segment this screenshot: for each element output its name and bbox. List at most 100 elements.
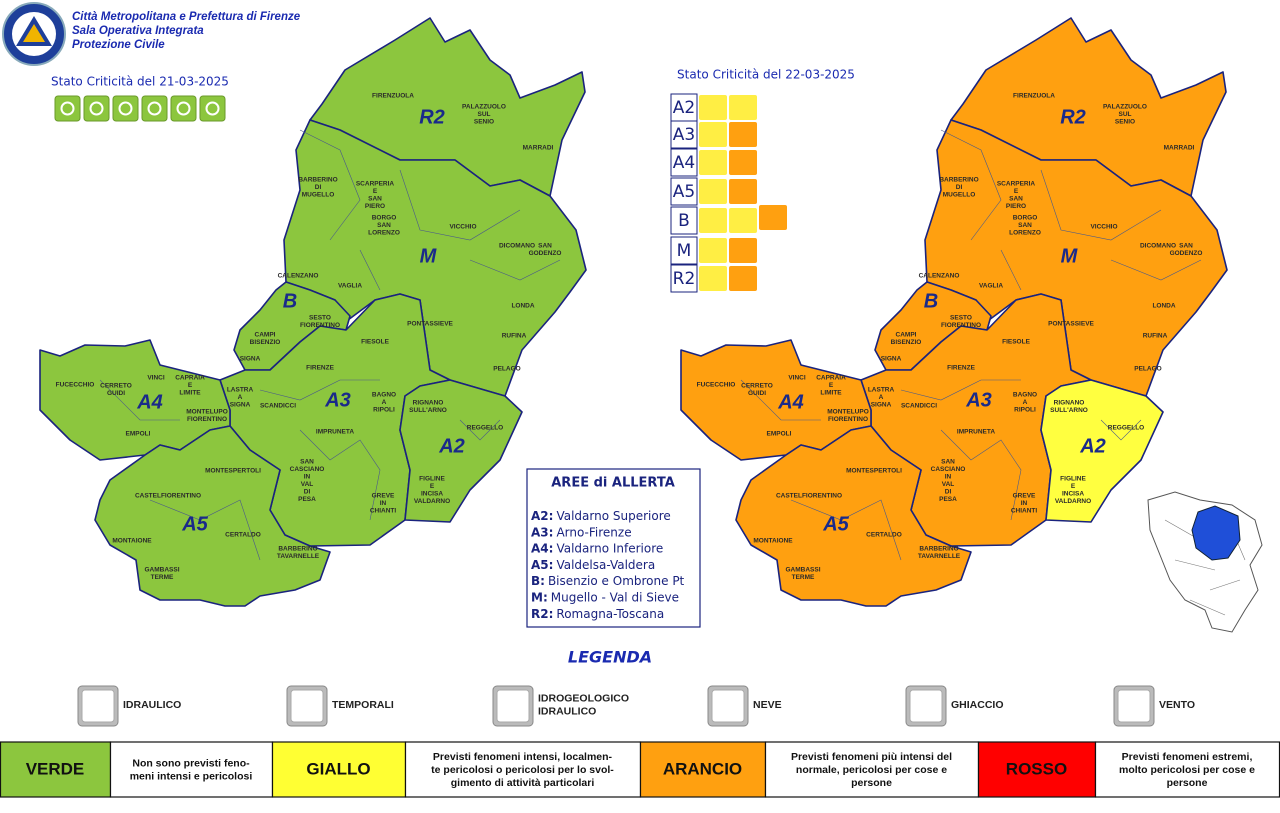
- legend-label: TEMPORALI: [332, 699, 394, 711]
- municipal-border: [1000, 249, 1022, 291]
- hazard-icon: [729, 95, 757, 120]
- municipality-label: VAGLIA: [338, 283, 362, 290]
- municipality-label: DI: [945, 489, 952, 496]
- municipality-label: FIORENTINO: [187, 416, 227, 423]
- legend-icon-inner: [81, 689, 115, 723]
- municipality-label: REGGELLO: [467, 425, 503, 432]
- logo: [2, 2, 66, 66]
- municipality-label: MONTESPERTOLI: [205, 468, 261, 475]
- municipal-border: [259, 379, 380, 401]
- municipality-label: PALAZZUOLO: [1103, 104, 1147, 111]
- municipality-label: PALAZZUOLO: [462, 104, 506, 111]
- municipality-label: GAMBASSI: [144, 567, 179, 574]
- municipality-label: CERRETO: [741, 383, 773, 390]
- municipality-label: RUFINA: [1143, 333, 1168, 340]
- municipality-label: MONTELUPO: [827, 409, 869, 416]
- zone-label: A4: [777, 391, 804, 413]
- municipality-label: PESA: [298, 496, 316, 503]
- area-name: Valdarno Superiore: [556, 509, 670, 523]
- zone-code-box: [670, 93, 698, 122]
- municipality-label: E: [430, 483, 435, 490]
- zone-code: A3: [673, 125, 695, 145]
- legend-icon-inner: [711, 689, 745, 723]
- hazard-icon: [729, 266, 757, 291]
- municipality-label: SESTO: [950, 315, 972, 322]
- hazard-icon: [699, 266, 727, 291]
- zone-code-box: [670, 236, 698, 265]
- zone-code: M: [677, 241, 692, 261]
- level-description: molto pericolosi per cose e: [1119, 764, 1255, 776]
- municipality-label: VAL: [301, 481, 314, 488]
- municipality-label: CHIANTI: [1011, 508, 1038, 515]
- municipality-label: FIGLINE: [419, 476, 445, 483]
- municipality-label: SAN: [368, 196, 382, 203]
- municipality-label: PESA: [939, 496, 957, 503]
- area-item: A5: Valdelsa-Valdera: [531, 557, 655, 571]
- municipality-label: SAN: [1179, 243, 1193, 250]
- legend-title: LEGENDA: [568, 648, 652, 667]
- municipality-label: CASCIANO: [931, 466, 966, 473]
- municipality-label: LONDA: [511, 303, 534, 310]
- municipality-label: SESTO: [309, 315, 331, 322]
- municipality-label: DICOMANO: [499, 243, 535, 250]
- legend-label: VENTO: [1159, 699, 1195, 711]
- hazard-icon: [83, 95, 110, 122]
- level-swatch: [0, 741, 112, 798]
- municipality-label: MARRADI: [1164, 145, 1195, 152]
- municipality-label: A: [1023, 399, 1028, 406]
- municipal-border: [469, 259, 561, 281]
- date-label: Stato Criticità del 21-03-2025: [51, 75, 229, 89]
- zone-label: R2: [419, 106, 445, 128]
- hazard-icon: [699, 122, 727, 147]
- level-description: gimento di attività particolari: [451, 777, 595, 789]
- municipality-label: FIORENTINO: [300, 322, 340, 329]
- date-label: Stato Criticità del 22-03-2025: [677, 68, 855, 82]
- municipality-label: SAN: [377, 222, 391, 229]
- area-name: Romagna-Toscana: [556, 606, 664, 620]
- municipality-label: SCARPERIA: [356, 181, 395, 188]
- areas-title: AREE di ALLERTA: [551, 476, 675, 491]
- header-line: Sala Operativa Integrata: [72, 25, 204, 37]
- zone-label: A4: [136, 391, 163, 413]
- hazard-icon: [199, 95, 226, 122]
- municipality-label: MONTAIONE: [112, 538, 152, 545]
- municipality-label: SULL'ARNO: [1050, 407, 1088, 414]
- municipality-label: CASCIANO: [290, 466, 325, 473]
- municipality-label: GODENZO: [1170, 250, 1203, 257]
- area-name: Valdelsa-Valdera: [556, 557, 655, 571]
- municipality-label: REGGELLO: [1108, 425, 1144, 432]
- municipality-label: VICCHIO: [1090, 224, 1117, 231]
- municipality-label: SCARPERIA: [997, 181, 1036, 188]
- municipality-label: FIORENTINO: [941, 322, 981, 329]
- municipality-label: EMPOLI: [767, 431, 792, 438]
- municipal-border: [940, 429, 1022, 521]
- area-code: M:: [531, 590, 548, 604]
- municipality-label: E: [373, 188, 378, 195]
- municipal-border: [790, 499, 902, 561]
- municipality-label: RIGNANO: [1054, 400, 1085, 407]
- level-swatch: [271, 741, 407, 798]
- area-name: Arno-Firenze: [556, 525, 631, 539]
- municipality-label: LASTRA: [868, 387, 895, 394]
- area-item: A3: Arno-Firenze: [531, 525, 632, 539]
- municipality-label: VALDARNO: [414, 498, 450, 505]
- legend-label: IDRAULICO: [123, 699, 181, 711]
- municipality-label: E: [829, 382, 834, 389]
- municipality-label: BORGO: [1013, 215, 1038, 222]
- hazard-icon: [699, 179, 727, 204]
- municipality-label: FIESOLE: [361, 339, 389, 346]
- municipality-label: MONTELUPO: [186, 409, 228, 416]
- municipality-label: CHIANTI: [370, 508, 397, 515]
- municipality-label: BISENZIO: [891, 339, 922, 346]
- municipal-border: [99, 379, 180, 421]
- municipality-label: CAMPI: [255, 332, 276, 339]
- municipality-label: SUL: [478, 111, 491, 118]
- level-name: ARANCIO: [663, 759, 742, 778]
- municipality-label: GODENZO: [529, 250, 562, 257]
- municipality-label: EMPOLI: [126, 431, 151, 438]
- municipality-label: FUCECCHIO: [697, 382, 736, 389]
- area-name: Bisenzio e Ombrone Pt: [548, 574, 685, 588]
- legend-label: IDROGEOLOGICO: [538, 692, 629, 704]
